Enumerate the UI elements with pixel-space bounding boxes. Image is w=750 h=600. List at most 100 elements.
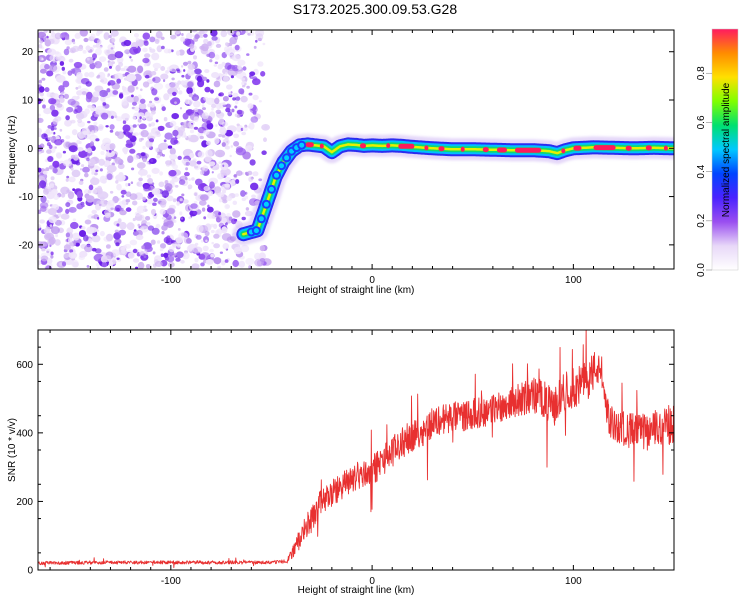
noise-speck <box>230 145 233 148</box>
noise-speck <box>114 156 122 164</box>
y-tick-label: 0 <box>27 144 33 155</box>
noise-speck <box>169 82 179 90</box>
noise-speck <box>241 131 247 136</box>
noise-speck <box>118 93 124 99</box>
noise-speck <box>238 260 246 268</box>
noise-speck <box>218 93 222 97</box>
noise-speck <box>97 216 100 220</box>
noise-speck <box>249 31 255 36</box>
noise-speck <box>177 80 182 85</box>
noise-speck <box>106 173 113 181</box>
noise-speck <box>142 145 146 150</box>
noise-speck <box>178 87 181 90</box>
noise-speck <box>108 261 114 267</box>
noise-speck <box>187 81 194 88</box>
noise-speck <box>215 124 218 127</box>
noise-speck <box>101 112 109 120</box>
noise-speck <box>204 223 212 231</box>
noise-speck <box>60 186 70 195</box>
noise-speck <box>142 158 147 163</box>
noise-speck <box>131 167 135 171</box>
noise-speck <box>59 61 65 66</box>
noise-speck <box>61 261 67 267</box>
noise-speck <box>234 105 238 109</box>
noise-speck <box>87 238 93 244</box>
noise-speck <box>213 64 217 67</box>
noise-speck <box>213 80 221 88</box>
noise-speck <box>191 263 200 269</box>
noise-speck <box>146 174 152 178</box>
noise-speck <box>58 97 65 103</box>
ridge-hotspot <box>398 143 415 149</box>
noise-speck <box>47 188 52 192</box>
noise-speck <box>65 178 69 182</box>
y-tick-label: 20 <box>22 47 34 58</box>
noise-speck <box>54 219 62 226</box>
noise-speck <box>127 252 135 259</box>
noise-speck <box>149 48 156 53</box>
noise-speck <box>142 196 146 201</box>
noise-speck <box>250 182 259 191</box>
noise-speck <box>132 248 138 254</box>
noise-speck <box>171 77 175 81</box>
noise-speck <box>44 63 50 70</box>
ridge-blob-core <box>269 186 274 192</box>
noise-speck <box>181 193 185 197</box>
noise-speck <box>49 244 52 248</box>
noise-speck <box>86 157 90 162</box>
noise-speck <box>103 255 112 263</box>
spectrogram-frame <box>37 29 675 270</box>
noise-speck <box>47 136 54 141</box>
noise-speck <box>81 204 85 208</box>
noise-speck <box>121 41 127 47</box>
ridge-blob-core <box>258 216 264 222</box>
noise-speck <box>186 245 193 252</box>
noise-speck <box>38 127 42 134</box>
noise-speck <box>146 161 150 165</box>
noise-speck <box>38 260 42 266</box>
noise-speck <box>40 68 47 74</box>
noise-speck <box>237 64 242 70</box>
noise-speck <box>48 30 55 34</box>
noise-speck <box>182 252 190 260</box>
noise-speck <box>158 142 169 150</box>
noise-speck <box>184 98 190 105</box>
noise-speck <box>223 75 229 83</box>
noise-speck <box>87 147 92 154</box>
noise-speck <box>65 141 71 148</box>
noise-speck <box>163 79 166 82</box>
noise-speck <box>107 53 117 61</box>
noise-speck <box>240 244 250 253</box>
noise-speck <box>50 251 54 256</box>
ridge-hotspot <box>360 143 366 149</box>
noise-speck <box>39 39 44 44</box>
noise-speck <box>211 36 218 41</box>
snr-y-axis-label: SNR (10 * v/v) <box>7 418 18 482</box>
noise-speck <box>129 148 136 154</box>
noise-speck <box>166 66 173 72</box>
noise-speck <box>137 123 140 127</box>
noise-speck <box>47 208 57 216</box>
noise-speck <box>78 85 82 89</box>
noise-speck <box>163 93 170 101</box>
ridge-hotspot <box>496 147 507 153</box>
noise-speck <box>48 236 56 245</box>
noise-speck <box>222 102 226 106</box>
noise-speck <box>103 32 110 40</box>
noise-speck <box>79 30 88 37</box>
noise-speck <box>55 233 58 238</box>
noise-speck <box>157 125 165 131</box>
noise-speck <box>91 209 97 215</box>
noise-speck <box>47 125 52 129</box>
noise-speck <box>68 176 76 183</box>
noise-speck <box>90 105 96 112</box>
noise-speck <box>156 154 161 159</box>
noise-speck <box>233 141 240 147</box>
noise-speck <box>165 214 172 220</box>
ridge-hotspot <box>438 146 445 152</box>
noise-speck <box>224 72 228 75</box>
noise-speck <box>92 58 96 61</box>
noise-speck <box>132 217 136 222</box>
noise-speck <box>68 145 78 153</box>
noise-speck <box>187 60 192 65</box>
